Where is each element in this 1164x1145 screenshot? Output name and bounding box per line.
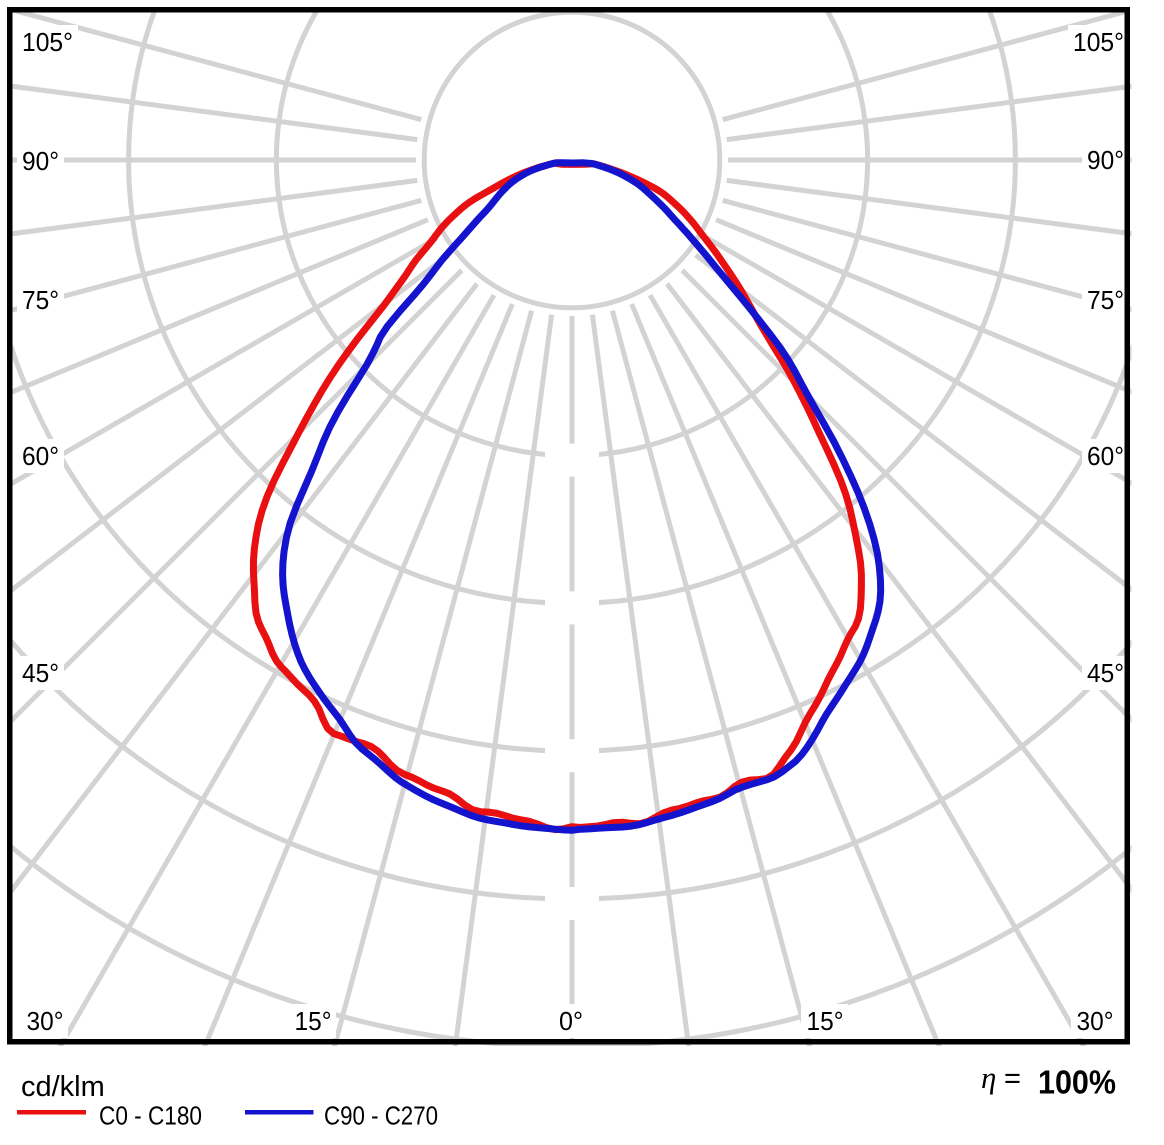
svg-text:90°: 90°	[1087, 145, 1124, 175]
svg-text:15°: 15°	[807, 1006, 844, 1036]
svg-text:45°: 45°	[22, 658, 59, 688]
svg-text:90°: 90°	[22, 146, 59, 176]
svg-text:15°: 15°	[295, 1006, 332, 1036]
svg-text:η: η	[981, 1060, 996, 1095]
svg-text:=: =	[1004, 1063, 1021, 1095]
svg-text:100%: 100%	[1038, 1064, 1116, 1101]
svg-text:30°: 30°	[1077, 1006, 1114, 1036]
svg-text:105°: 105°	[22, 27, 73, 57]
svg-text:60°: 60°	[1087, 441, 1124, 471]
svg-text:C90 - C270: C90 - C270	[324, 1101, 438, 1131]
svg-text:0°: 0°	[559, 1006, 583, 1036]
svg-text:75°: 75°	[22, 285, 59, 315]
svg-text:75°: 75°	[1087, 285, 1124, 315]
svg-text:105°: 105°	[1073, 27, 1124, 57]
svg-text:cd/klm: cd/klm	[21, 1071, 105, 1103]
svg-text:C0 - C180: C0 - C180	[99, 1101, 202, 1131]
svg-text:60°: 60°	[22, 441, 59, 471]
svg-text:30°: 30°	[27, 1006, 64, 1036]
svg-text:45°: 45°	[1087, 658, 1124, 688]
